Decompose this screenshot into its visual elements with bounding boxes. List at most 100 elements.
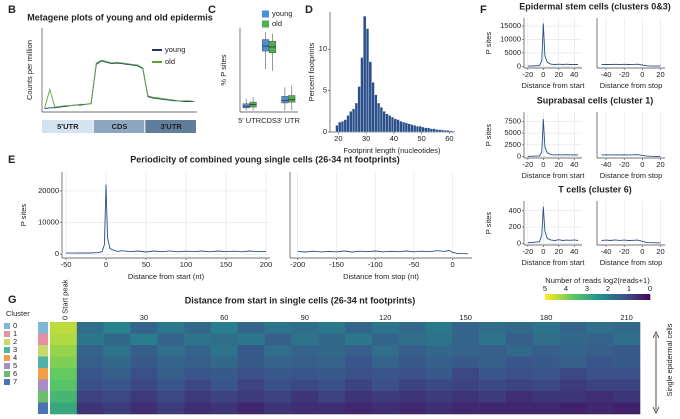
line-series — [527, 206, 579, 244]
heatmap-cell — [345, 402, 373, 415]
heatmap-cell — [130, 368, 158, 380]
heatmap-cell — [130, 356, 158, 369]
x-tick-label: 60 — [220, 313, 228, 322]
colorbar-swatch — [589, 294, 593, 300]
legend-swatch — [4, 347, 10, 353]
panel-label: E — [8, 154, 15, 166]
heatmap-cell — [532, 322, 560, 334]
x-tick-label: 150 — [220, 260, 233, 269]
heatmap-cell — [532, 368, 560, 380]
histogram-bar — [354, 102, 358, 133]
heatmap-cell — [425, 322, 453, 334]
heatmap-cell — [76, 333, 104, 346]
heatmap-cell — [291, 356, 319, 369]
line-series — [601, 239, 661, 244]
heatmap-cell — [479, 402, 507, 415]
cluster-legend-title: Cluster — [6, 309, 30, 318]
x-tick-label: 40 — [570, 247, 578, 256]
x-axis-label: Distance from stop — [600, 81, 663, 90]
heatmap-cell — [613, 402, 641, 415]
colorbar-swatch — [639, 294, 643, 300]
x-tick-label: 120 — [379, 313, 392, 322]
heatmap-cell — [76, 356, 104, 369]
colorbar-swatch — [618, 294, 622, 300]
colorbar-swatch — [594, 294, 598, 300]
arrow-head — [652, 331, 660, 414]
legend-label: young — [165, 45, 185, 54]
heatmap-cell — [613, 333, 641, 346]
legend-swatch — [4, 363, 10, 369]
heatmap-cell — [398, 356, 426, 369]
legend-swatch — [262, 10, 269, 18]
heatmap-cell — [264, 368, 292, 380]
colorbar-swatch — [634, 294, 638, 300]
colorbar-swatch — [626, 294, 630, 300]
heatmap-cell — [103, 333, 131, 346]
heatmap-cell — [103, 391, 131, 403]
histogram-bar — [427, 127, 431, 133]
y-axis-label: Counts per million — [25, 40, 34, 100]
heatmap-cell — [210, 379, 239, 392]
heatmap-cell — [479, 356, 507, 369]
heatmap-cell — [559, 356, 587, 369]
colorbar-swatch — [573, 294, 577, 300]
legend-label: 7 — [13, 377, 17, 386]
colorbar-swatch — [629, 294, 632, 300]
x-tick-label: -20 — [619, 160, 630, 169]
y-axis-label: P sites — [19, 204, 28, 227]
heatmap-cell — [532, 345, 560, 357]
heatmap-cell — [371, 356, 399, 369]
legend-label: old — [272, 19, 282, 28]
heatmap-cell — [237, 322, 265, 334]
line-series — [527, 23, 579, 67]
region-box — [145, 120, 196, 133]
heatmap-cell — [184, 379, 212, 392]
colorbar-swatch — [647, 294, 651, 300]
colorbar-swatch — [608, 294, 611, 300]
x-tick-label: 210 — [620, 313, 633, 322]
heatmap-cell — [76, 368, 104, 380]
legend-swatch — [4, 339, 10, 345]
heatmap-cell — [184, 322, 212, 334]
x-tick-label: 60 — [445, 134, 453, 143]
histogram-bar — [335, 125, 339, 133]
histogram-bar — [432, 128, 436, 133]
histogram-bar — [343, 119, 347, 133]
x-tick-label: -40 — [601, 70, 612, 79]
x-tick-label: 5' UTR — [238, 116, 262, 125]
histogram-bar — [446, 130, 450, 133]
heatmap-cell — [76, 322, 104, 334]
colorbar-swatch — [610, 294, 614, 300]
heatmap-cell — [505, 379, 534, 392]
colorbar-swatch — [600, 294, 604, 300]
colorbar-swatch — [555, 294, 559, 300]
y-tick-label: 10 — [319, 44, 327, 53]
heatmap-cell — [318, 356, 346, 369]
heatmap-cell — [103, 356, 131, 369]
y-axis-label: % P sites — [219, 54, 228, 85]
y-axis-label: Single epidermal cells — [665, 323, 674, 396]
heatmap-cell — [345, 322, 373, 334]
histogram-bar — [393, 118, 397, 133]
histogram-bar — [440, 129, 445, 133]
heatmap-cell — [586, 345, 614, 357]
x-axis-label: Distance from start — [522, 258, 586, 267]
colorbar-swatch — [579, 294, 583, 300]
heatmap-cell — [318, 402, 346, 415]
x-axis-label: Distance from start (nt) — [128, 272, 205, 281]
heatmap-cell — [425, 379, 453, 392]
x-tick-label: -20 — [619, 247, 630, 256]
colorbar-tick-label: 3 — [585, 284, 589, 293]
x-axis-label: Distance from start — [522, 81, 586, 90]
heatmap-cell — [103, 368, 131, 380]
y-tick-label: 5 — [323, 86, 327, 95]
heatmap-cell — [398, 322, 426, 334]
histogram-bar — [363, 15, 367, 133]
histogram-bar — [385, 113, 389, 133]
heatmap-cell — [130, 402, 158, 415]
y-axis-label: P sites — [484, 212, 493, 235]
heatmap-cell — [398, 402, 426, 415]
line-series — [44, 59, 195, 108]
heatmap-cell — [237, 379, 265, 392]
heatmap-cell — [76, 379, 104, 392]
